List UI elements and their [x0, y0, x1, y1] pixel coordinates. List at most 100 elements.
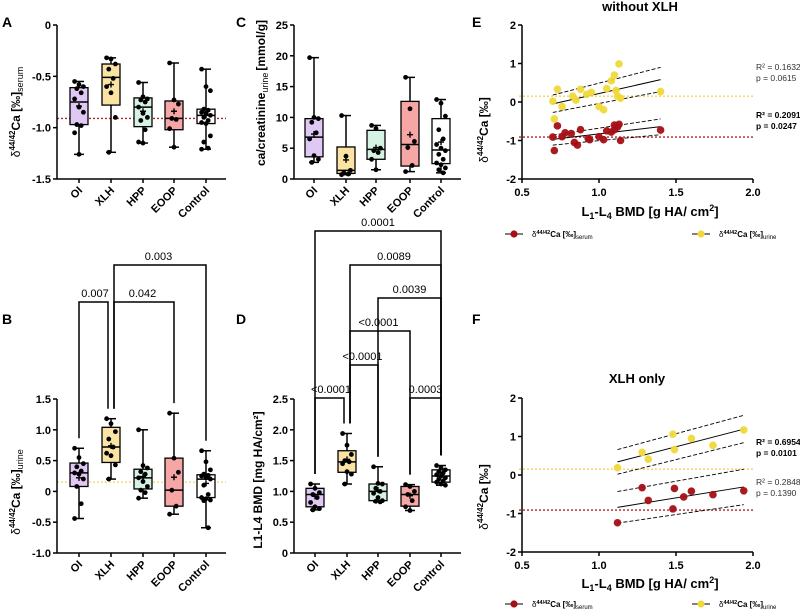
legend-main: Ca [‰] — [737, 600, 763, 609]
bracket-line — [314, 230, 442, 475]
y-tick-label: 0.5 — [273, 517, 288, 529]
data-point — [371, 464, 376, 470]
data-point — [167, 410, 173, 416]
data-point — [345, 171, 351, 177]
series-serum — [613, 468, 748, 527]
legend-sub: serum — [576, 235, 593, 241]
legend-sup: 44/42 — [723, 600, 737, 606]
x-tick-label: OI — [303, 185, 320, 202]
data-point — [438, 145, 444, 151]
y-tick-label: 0 — [510, 97, 516, 109]
data-point — [113, 462, 118, 468]
mean-marker — [203, 112, 209, 119]
x-tick-label: Control — [176, 559, 212, 595]
confidence-band-upper — [617, 468, 744, 492]
legend-item-serum: δ44/42Ca [‰]serum — [505, 230, 593, 241]
data-point — [106, 66, 112, 72]
data-point — [369, 123, 374, 128]
data-point — [199, 473, 205, 479]
box-eoop — [164, 410, 184, 517]
data-point — [108, 421, 114, 427]
panel-a-serum-boxplot: A δ44/42Ca [‰]serum — [2, 14, 25, 157]
p-value-label: p = 0.0247 — [756, 121, 797, 131]
data-point — [436, 127, 442, 133]
data-point — [669, 430, 677, 438]
x-tick-label: XLH — [93, 185, 117, 209]
data-point — [309, 119, 315, 125]
x-tick-label: XLH — [329, 559, 353, 583]
data-point — [136, 475, 142, 481]
data-point — [638, 448, 646, 457]
legend-label: δ44/42Ca [‰]urine — [719, 230, 777, 241]
x-tick-label: Control — [176, 185, 212, 221]
mean-marker — [438, 472, 444, 479]
legend-sub: urine — [763, 605, 777, 611]
data-point — [81, 84, 86, 89]
data-point — [409, 498, 415, 504]
data-point — [340, 431, 345, 436]
y-tick-label: 2 — [510, 20, 516, 32]
data-point — [138, 97, 144, 103]
data-point — [108, 56, 114, 62]
data-point — [373, 126, 379, 131]
data-point — [201, 498, 207, 504]
delta-symbol: δ — [9, 150, 23, 157]
data-point — [409, 163, 415, 168]
y-tick-label: 1 — [510, 432, 516, 444]
data-point — [436, 167, 442, 173]
data-point — [438, 100, 444, 106]
panel-c-ca-creatinine-boxplot: C ca/creatinineurine [mmol/g] — [236, 14, 270, 166]
data-point — [443, 113, 448, 119]
panel-label-a: A — [2, 14, 12, 30]
confidence-band-upper — [552, 66, 661, 96]
data-point — [343, 153, 349, 159]
data-point — [340, 461, 345, 467]
y-axis-title: L1-L4 BMD [mg HA/cm²] — [251, 411, 265, 548]
data-point — [316, 156, 321, 162]
p-value-label: 0.0089 — [377, 251, 411, 263]
y-tick-label: -1 — [506, 509, 516, 521]
box-xlh — [101, 416, 121, 482]
data-point — [403, 504, 408, 510]
legend-sub: urine — [763, 235, 777, 241]
data-point — [403, 74, 408, 80]
data-point — [403, 169, 408, 175]
data-point — [74, 86, 80, 92]
confidence-band-lower — [617, 442, 744, 475]
y-tick-label: 0 — [45, 20, 51, 32]
legend-sup: 44/42 — [536, 600, 550, 606]
data-point — [679, 493, 688, 501]
data-point — [76, 82, 82, 87]
data-point — [104, 450, 109, 456]
mean-marker — [407, 131, 413, 138]
x-tick-label: 1.0 — [591, 560, 606, 572]
y-tick-label: 15 — [276, 82, 288, 94]
data-point — [81, 476, 86, 482]
box-oi — [305, 481, 325, 513]
mean-marker — [108, 81, 114, 88]
data-point — [316, 116, 321, 122]
r-squared-label: R² = 0.2848 — [756, 477, 800, 487]
data-point — [72, 445, 77, 451]
data-point — [145, 484, 150, 489]
data-point — [443, 148, 448, 154]
y-axis-main: Ca [‰] — [9, 469, 23, 508]
data-point — [405, 145, 411, 150]
data-point — [203, 475, 209, 481]
data-point — [412, 139, 417, 144]
data-point — [308, 500, 313, 505]
p-value-label: 0.0039 — [393, 284, 427, 296]
data-point — [377, 499, 383, 505]
mean-marker — [108, 442, 114, 449]
isotope-sup: 44/42 — [8, 507, 17, 528]
mean-marker — [140, 473, 146, 480]
data-point — [576, 85, 585, 94]
y-axis-sub: urine — [15, 449, 25, 469]
mean-marker — [311, 131, 317, 138]
data-point — [344, 442, 350, 448]
legend-item-urine: δ44/42Ca [‰]urine — [692, 230, 777, 241]
svg-text:δ44/42Ca [‰]: δ44/42Ca [‰] — [476, 97, 491, 162]
legend-main: Ca [‰] — [550, 230, 576, 239]
data-point — [436, 151, 442, 157]
